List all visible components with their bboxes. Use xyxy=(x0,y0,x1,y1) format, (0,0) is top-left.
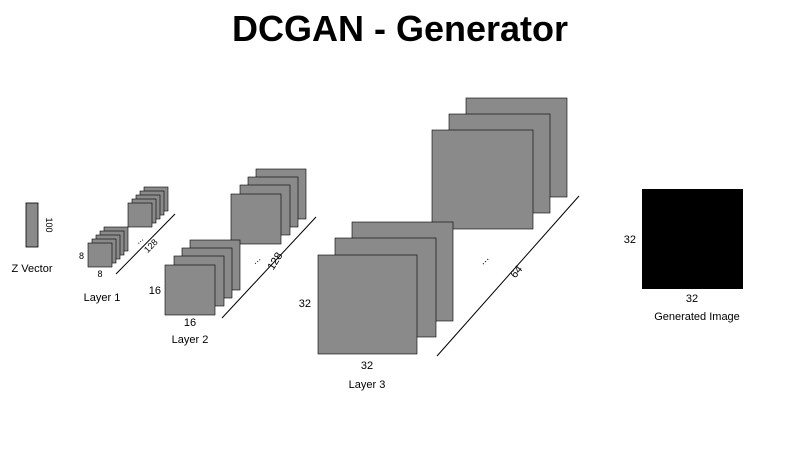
feature-map xyxy=(317,254,418,355)
generated-image-square xyxy=(642,189,743,289)
z-vector-dim-label: 100 xyxy=(44,217,54,232)
z-vector-caption: Z Vector xyxy=(12,263,53,275)
layer-1-width-label: 8 xyxy=(97,269,102,279)
diagram-title: DCGAN - Generator xyxy=(231,8,569,49)
layer-2: ... 128 16 16 Layer 2 xyxy=(149,168,317,346)
generated-image-width-label: 32 xyxy=(686,293,698,305)
layer-3-width-label: 32 xyxy=(361,360,373,372)
layer-2-ellipsis: ... xyxy=(250,253,263,267)
layer-1-height-label: 8 xyxy=(79,251,84,261)
generated-image-caption: Generated Image xyxy=(654,311,740,323)
feature-map xyxy=(87,242,113,268)
layer-2-width-label: 16 xyxy=(184,317,196,329)
layer-2-front-stack xyxy=(164,239,241,316)
layer-3: ... 64 32 32 Layer 3 xyxy=(299,97,580,391)
layer-3-caption: Layer 3 xyxy=(349,379,386,391)
layer-1-channels-label: 128 xyxy=(142,237,160,255)
generated-image-height-label: 32 xyxy=(624,234,636,246)
layer-3-back-stack xyxy=(431,97,568,230)
layer-3-height-label: 32 xyxy=(299,298,311,310)
layer-3-front-stack xyxy=(317,221,454,355)
layer-3-depth-line xyxy=(436,195,580,357)
layer-1-front-stack xyxy=(87,226,129,268)
layer-1-depth-line xyxy=(115,213,176,275)
feature-map xyxy=(230,193,282,245)
feature-map xyxy=(431,129,534,230)
z-vector-bar xyxy=(25,202,39,248)
layer-1-caption: Layer 1 xyxy=(84,292,121,304)
feature-map xyxy=(164,264,216,316)
layer-2-back-stack xyxy=(230,168,307,245)
feature-map xyxy=(127,202,153,228)
layer-1-back-stack xyxy=(127,186,169,228)
layer-3-ellipsis: ... xyxy=(476,252,491,267)
z-vector: 100 Z Vector xyxy=(12,202,54,275)
layer-1-ellipsis: ... xyxy=(133,233,145,245)
layer-2-height-label: 16 xyxy=(149,285,161,297)
layer-2-depth-line xyxy=(221,216,317,319)
generated-image: 32 32 Generated Image xyxy=(624,189,743,323)
layer-2-caption: Layer 2 xyxy=(172,334,209,346)
layer-3-channels-label: 64 xyxy=(508,264,525,281)
